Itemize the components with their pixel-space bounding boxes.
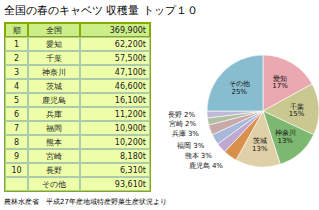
svg-text:千葉15%: 千葉15%: [289, 103, 305, 119]
html-text:熊本: 熊本: [46, 138, 62, 147]
html-text:16,100t: 16,100t: [114, 96, 146, 105]
html-text:宮崎: 宮崎: [46, 152, 62, 161]
html-text:6: 6: [14, 110, 19, 119]
html-text:鹿児島: 鹿児島: [42, 96, 66, 105]
html-text:3: 3: [14, 68, 19, 77]
html-text:兵庫: 兵庫: [46, 110, 62, 119]
html-text:8,180t: 8,180t: [120, 152, 146, 161]
html-text:2: 2: [14, 54, 19, 63]
html-text:神奈川: 神奈川: [42, 68, 66, 77]
html-text:7: 7: [14, 124, 19, 133]
html-text:愛知: 愛知: [46, 40, 62, 49]
svg-text:長野 2%: 長野 2%: [168, 111, 196, 119]
html-text:5: 5: [14, 96, 19, 105]
html-text:93,610t: 93,610t: [114, 180, 146, 189]
html-text:8: 8: [14, 138, 19, 147]
svg-text:福岡 3%: 福岡 3%: [177, 142, 205, 150]
html-text:4: 4: [14, 82, 19, 91]
html-text:1: 1: [14, 40, 19, 49]
html-text:その他: その他: [42, 180, 66, 189]
html-text:農林水産省 平成27年産地域特産野菜生産状況より: 農林水産省 平成27年産地域特産野菜生産状況より: [4, 198, 167, 206]
svg-text:鹿児島 4%: 鹿児島 4%: [189, 162, 224, 170]
svg-text:神奈川13%: 神奈川13%: [275, 129, 296, 145]
svg-text:茨城13%: 茨城13%: [252, 137, 268, 153]
html-text:46,600t: 46,600t: [114, 82, 146, 91]
html-text:福岡: 福岡: [46, 124, 62, 133]
html-text:11,200t: 11,200t: [114, 110, 146, 119]
svg-text:熊本 3%: 熊本 3%: [185, 152, 213, 160]
html-text:長野: 長野: [46, 166, 62, 175]
svg-text:兵庫 3%: 兵庫 3%: [172, 130, 200, 138]
html-text:全国の春のキャベツ 収穫量 トップ１０: 全国の春のキャベツ 収穫量 トップ１０: [4, 4, 198, 17]
html-text:10,200t: 10,200t: [114, 138, 146, 147]
html-text:全国: 全国: [46, 26, 62, 35]
html-text:10: 10: [11, 166, 22, 175]
svg-text:愛知17%: 愛知17%: [272, 75, 288, 91]
html-text:茨城: 茨城: [46, 82, 62, 91]
html-text:千葉: 千葉: [46, 54, 62, 63]
html-text:47,100t: 47,100t: [114, 68, 146, 77]
html-text:369,900t: 369,900t: [109, 26, 146, 35]
html-text:6,310t: 6,310t: [120, 166, 146, 175]
html-text:57,500t: 57,500t: [114, 54, 146, 63]
svg-text:その他25%: その他25%: [229, 80, 250, 96]
svg-text:宮崎 2%: 宮崎 2%: [169, 120, 197, 128]
html-text:10,900t: 10,900t: [114, 124, 146, 133]
html-text:9: 9: [14, 152, 19, 161]
html-text:62,200t: 62,200t: [114, 40, 146, 49]
html-text:順: 順: [12, 26, 21, 35]
